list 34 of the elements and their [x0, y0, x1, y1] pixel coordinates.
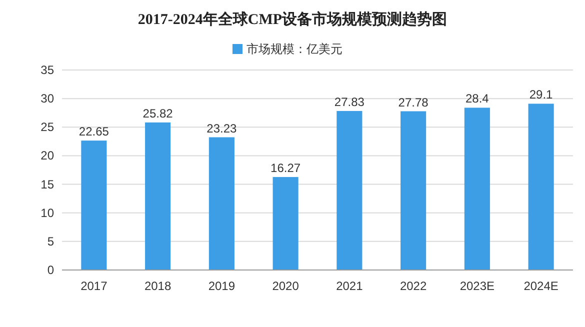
bar — [528, 104, 554, 270]
bar — [336, 110, 362, 270]
y-tick-label: 20 — [40, 148, 54, 163]
y-tick-label: 0 — [47, 263, 54, 277]
y-tick-label: 10 — [40, 206, 54, 220]
y-tick-label: 30 — [40, 92, 54, 106]
x-tick-label: 2020 — [272, 279, 300, 293]
data-label: 29.1 — [529, 88, 554, 102]
y-tick-label: 35 — [40, 63, 54, 77]
data-label: 23.23 — [206, 121, 238, 136]
legend-label: 市场规模：亿美元 — [246, 42, 342, 56]
y-tick-label: 5 — [47, 234, 54, 248]
x-tick-label: 2021 — [336, 279, 364, 293]
x-tick-label: 2018 — [144, 279, 172, 293]
y-tick-label: 15 — [40, 177, 54, 192]
data-label: 16.27 — [270, 161, 301, 176]
bar — [81, 140, 107, 270]
x-tick-label: 2023E — [460, 279, 495, 293]
data-label: 28.4 — [466, 92, 490, 106]
x-tick-label: 2017 — [80, 279, 108, 293]
chart-title: 2017-2024年全球CMP设备市场规模预测趋势图 — [138, 10, 448, 28]
x-tick-label: 2019 — [208, 279, 236, 293]
bar — [208, 137, 234, 270]
data-label: 22.65 — [78, 124, 110, 139]
bar — [400, 111, 426, 270]
x-tick-label: 2024E — [524, 279, 558, 293]
bar — [272, 177, 298, 270]
data-label: 27.83 — [334, 94, 365, 109]
bar — [464, 108, 490, 270]
y-tick-label: 25 — [40, 120, 54, 134]
bar — [145, 122, 171, 270]
data-label: 27.78 — [398, 95, 429, 110]
data-label: 25.82 — [142, 106, 174, 120]
x-tick-label: 2022 — [400, 279, 427, 293]
